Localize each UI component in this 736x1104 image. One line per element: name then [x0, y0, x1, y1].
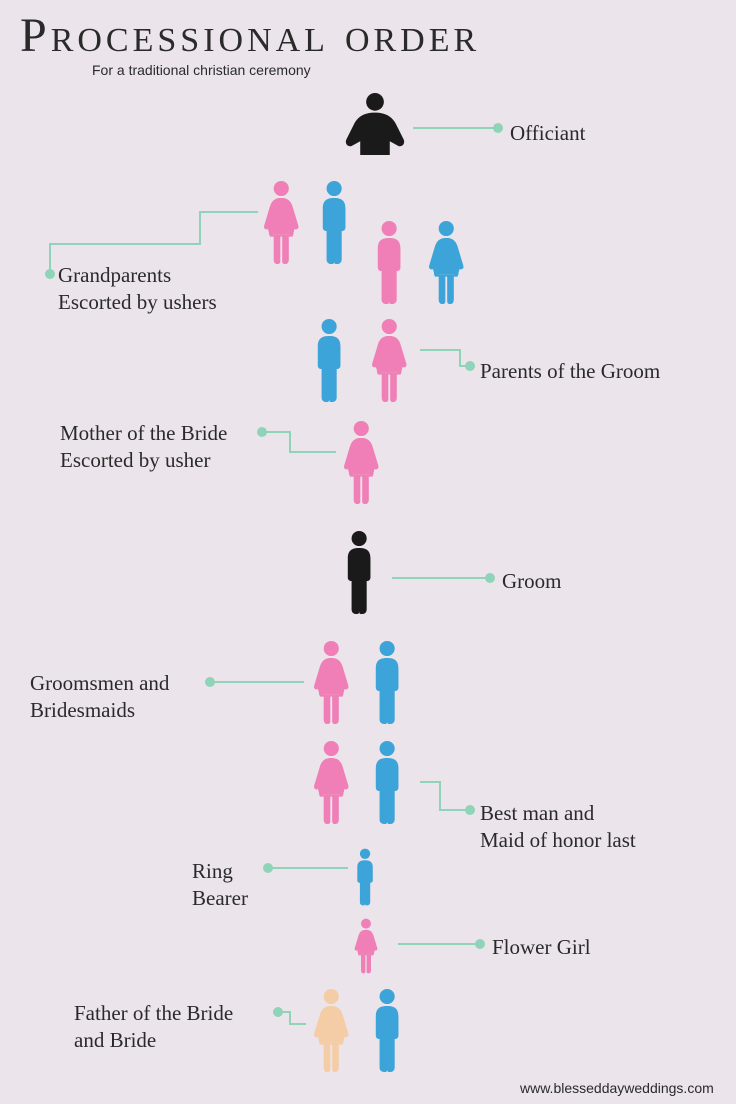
father-bride-label: Father of the Bride and Bride [74, 1000, 233, 1055]
grandparents-label: Grandparents Escorted by ushers [58, 262, 217, 317]
groomsmen-label: Groomsmen and Bridesmaids [30, 670, 169, 725]
mother-bride-label: Mother of the Bride Escorted by usher [60, 420, 227, 475]
groom-label: Groom [502, 568, 562, 595]
parents-groom-label: Parents of the Groom [480, 358, 660, 385]
flower-girl-label: Flower Girl [492, 934, 591, 961]
father-bride-connector [0, 0, 736, 1104]
officiant-label: Officiant [510, 120, 585, 147]
bestman-label: Best man and Maid of honor last [480, 800, 636, 855]
ring-bearer-label: Ring Bearer [192, 858, 248, 913]
